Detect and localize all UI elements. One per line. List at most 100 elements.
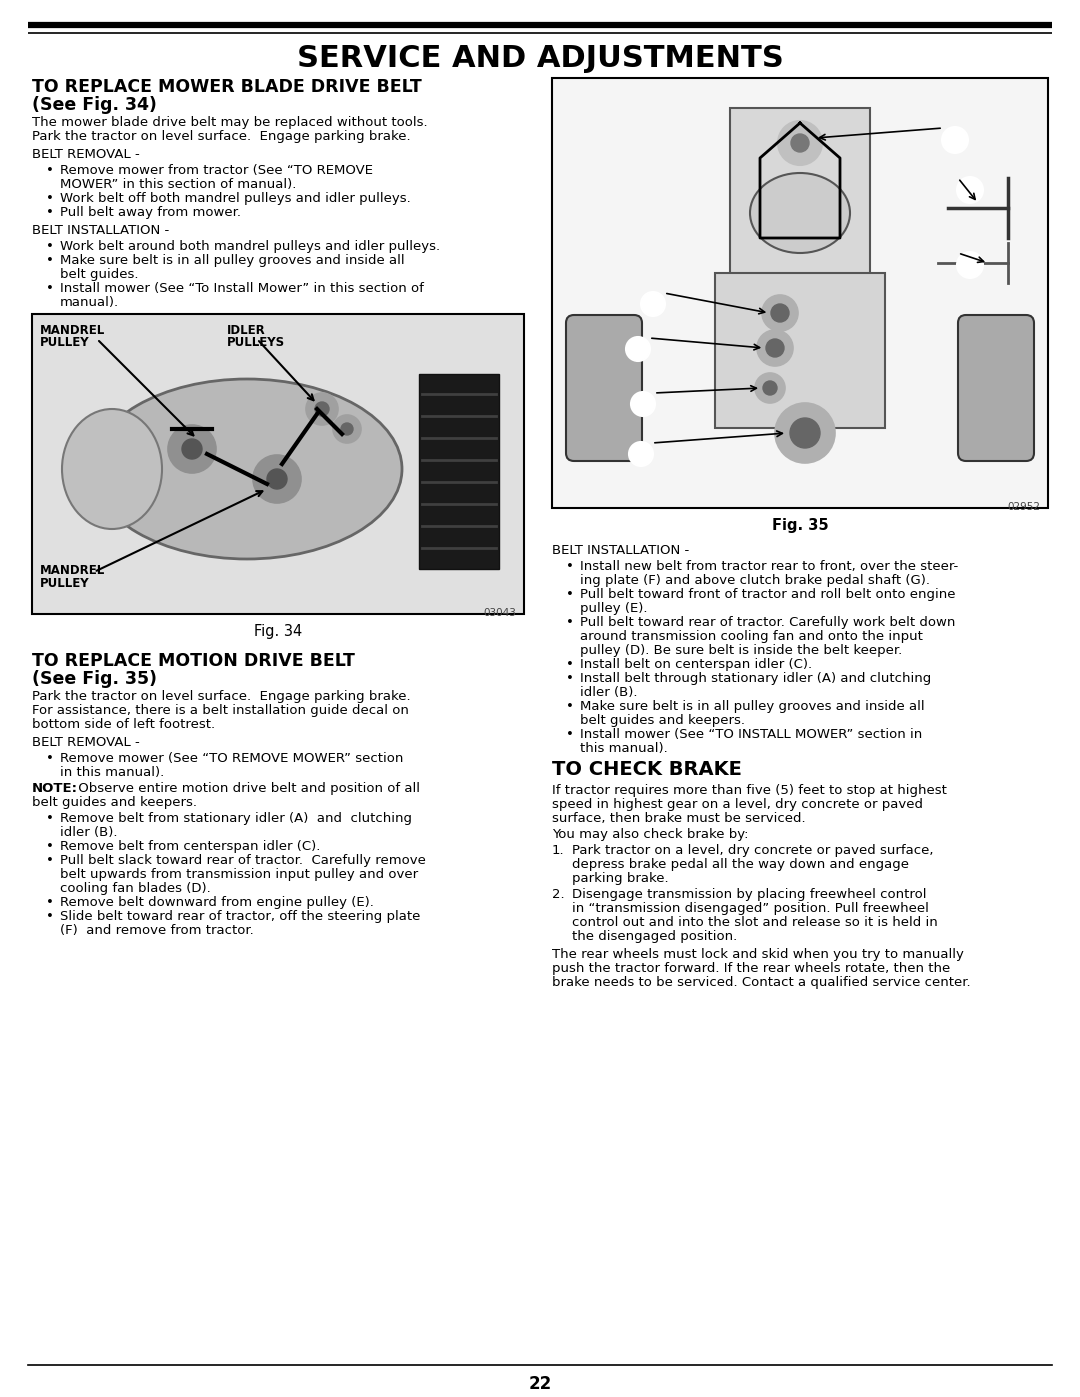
Circle shape	[626, 337, 650, 360]
Text: PULLEY: PULLEY	[40, 577, 90, 590]
Text: parking brake.: parking brake.	[572, 872, 669, 886]
FancyBboxPatch shape	[566, 314, 642, 461]
Text: D: D	[635, 448, 647, 461]
Text: belt guides and keepers.: belt guides and keepers.	[32, 796, 197, 809]
Text: Fig. 34: Fig. 34	[254, 624, 302, 638]
Text: If tractor requires more than five (5) feet to stop at highest: If tractor requires more than five (5) f…	[552, 784, 947, 798]
Text: Observe entire motion drive belt and position of all: Observe entire motion drive belt and pos…	[75, 782, 420, 795]
Text: Install mower (See “TO INSTALL MOWER” section in: Install mower (See “TO INSTALL MOWER” se…	[580, 728, 922, 740]
Bar	[730, 108, 870, 278]
Bar	[552, 78, 1048, 509]
Text: TO CHECK BRAKE: TO CHECK BRAKE	[552, 760, 742, 780]
Text: 22: 22	[528, 1375, 552, 1393]
Text: BELT REMOVAL -: BELT REMOVAL -	[32, 148, 139, 161]
Bar	[32, 314, 524, 615]
Circle shape	[789, 418, 820, 448]
Text: Park the tractor on level surface.  Engage parking brake.: Park the tractor on level surface. Engag…	[32, 690, 410, 703]
Circle shape	[778, 122, 822, 165]
Circle shape	[267, 469, 287, 489]
Text: •: •	[46, 909, 54, 923]
Circle shape	[306, 393, 338, 425]
Text: bottom side of left footrest.: bottom side of left footrest.	[32, 718, 215, 731]
Circle shape	[957, 177, 983, 203]
Text: Park the tractor on level surface.  Engage parking brake.: Park the tractor on level surface. Engag…	[32, 130, 410, 142]
Text: ing plate (F) and above clutch brake pedal shaft (G).: ing plate (F) and above clutch brake ped…	[580, 574, 930, 587]
Text: (See Fig. 34): (See Fig. 34)	[32, 96, 157, 115]
Text: PULLEY: PULLEY	[40, 337, 90, 349]
Text: pulley (D). Be sure belt is inside the belt keeper.: pulley (D). Be sure belt is inside the b…	[580, 644, 902, 657]
Text: Remove belt from stationary idler (A)  and  clutching: Remove belt from stationary idler (A) an…	[60, 812, 411, 826]
Circle shape	[315, 402, 329, 416]
Text: 03043: 03043	[483, 608, 516, 617]
Text: belt guides.: belt guides.	[60, 268, 138, 281]
Text: Work belt around both mandrel pulleys and idler pulleys.: Work belt around both mandrel pulleys an…	[60, 240, 441, 253]
Text: cooling fan blades (D).: cooling fan blades (D).	[60, 882, 211, 895]
Text: •: •	[46, 895, 54, 909]
Text: •: •	[566, 672, 573, 685]
Text: IDLER: IDLER	[227, 324, 266, 337]
Text: 1.: 1.	[552, 844, 565, 856]
Text: BELT REMOVAL -: BELT REMOVAL -	[32, 736, 139, 749]
Text: Remove mower (See “TO REMOVE MOWER” section: Remove mower (See “TO REMOVE MOWER” sect…	[60, 752, 403, 766]
Text: Remove mower from tractor (See “TO REMOVE: Remove mower from tractor (See “TO REMOV…	[60, 163, 373, 177]
Text: You may also check brake by:: You may also check brake by:	[552, 828, 748, 841]
Text: •: •	[46, 840, 54, 854]
Text: speed in highest gear on a level, dry concrete or paved: speed in highest gear on a level, dry co…	[552, 798, 923, 812]
Text: •: •	[46, 163, 54, 177]
Text: The rear wheels must lock and skid when you try to manually: The rear wheels must lock and skid when …	[552, 949, 963, 961]
Text: TO REPLACE MOWER BLADE DRIVE BELT: TO REPLACE MOWER BLADE DRIVE BELT	[32, 78, 422, 96]
Text: around transmission cooling fan and onto the input: around transmission cooling fan and onto…	[580, 630, 923, 643]
Text: in “transmission disengaged” position. Pull freewheel: in “transmission disengaged” position. P…	[572, 902, 929, 915]
Text: Install belt on centerspan idler (C).: Install belt on centerspan idler (C).	[580, 658, 812, 671]
Text: MANDREL: MANDREL	[40, 564, 105, 577]
Text: Install mower (See “To Install Mower” in this section of: Install mower (See “To Install Mower” in…	[60, 282, 423, 295]
Text: Pull belt away from mower.: Pull belt away from mower.	[60, 205, 241, 219]
Text: BELT INSTALLATION -: BELT INSTALLATION -	[32, 224, 170, 237]
Text: The mower blade drive belt may be replaced without tools.: The mower blade drive belt may be replac…	[32, 116, 428, 129]
Text: NOTE:: NOTE:	[32, 782, 78, 795]
Text: Slide belt toward rear of tractor, off the steering plate: Slide belt toward rear of tractor, off t…	[60, 909, 420, 923]
Circle shape	[762, 295, 798, 331]
Text: Pull belt toward rear of tractor. Carefully work belt down: Pull belt toward rear of tractor. Carefu…	[580, 616, 956, 629]
Circle shape	[757, 330, 793, 366]
Ellipse shape	[62, 409, 162, 529]
Text: idler (B).: idler (B).	[60, 826, 118, 840]
Text: (F)  and remove from tractor.: (F) and remove from tractor.	[60, 923, 254, 937]
Text: SERVICE AND ADJUSTMENTS: SERVICE AND ADJUSTMENTS	[297, 43, 783, 73]
Ellipse shape	[92, 379, 402, 559]
Text: •: •	[566, 728, 573, 740]
Circle shape	[642, 292, 665, 316]
Text: •: •	[566, 588, 573, 601]
Circle shape	[253, 455, 301, 503]
Text: B: B	[633, 344, 643, 356]
Text: •: •	[46, 812, 54, 826]
Text: •: •	[566, 658, 573, 671]
Circle shape	[771, 305, 789, 321]
Text: belt guides and keepers.: belt guides and keepers.	[580, 714, 745, 726]
Circle shape	[957, 251, 983, 278]
Text: manual).: manual).	[60, 296, 119, 309]
Text: Make sure belt is in all pulley grooves and inside all: Make sure belt is in all pulley grooves …	[580, 700, 924, 712]
Text: Make sure belt is in all pulley grooves and inside all: Make sure belt is in all pulley grooves …	[60, 254, 405, 267]
Text: Install new belt from tractor rear to front, over the steer-: Install new belt from tractor rear to fr…	[580, 560, 958, 573]
Circle shape	[755, 373, 785, 402]
Text: belt upwards from transmission input pulley and over: belt upwards from transmission input pul…	[60, 868, 418, 882]
Circle shape	[791, 134, 809, 152]
Text: C: C	[638, 398, 648, 411]
Text: •: •	[46, 191, 54, 205]
Circle shape	[766, 339, 784, 358]
Text: control out and into the slot and release so it is held in: control out and into the slot and releas…	[572, 916, 937, 929]
Circle shape	[762, 381, 777, 395]
Text: •: •	[566, 560, 573, 573]
Text: 2.: 2.	[552, 888, 565, 901]
Text: MOWER” in this section of manual).: MOWER” in this section of manual).	[60, 177, 296, 191]
Text: Work belt off both mandrel pulleys and idler pulleys.: Work belt off both mandrel pulleys and i…	[60, 191, 410, 205]
Text: TO REPLACE MOTION DRIVE BELT: TO REPLACE MOTION DRIVE BELT	[32, 652, 355, 671]
Circle shape	[629, 441, 653, 467]
Text: 02952: 02952	[1007, 502, 1040, 511]
Text: pulley (E).: pulley (E).	[580, 602, 648, 615]
Text: G: G	[964, 258, 975, 271]
Ellipse shape	[750, 173, 850, 253]
Bar	[419, 374, 499, 569]
FancyBboxPatch shape	[958, 314, 1034, 461]
